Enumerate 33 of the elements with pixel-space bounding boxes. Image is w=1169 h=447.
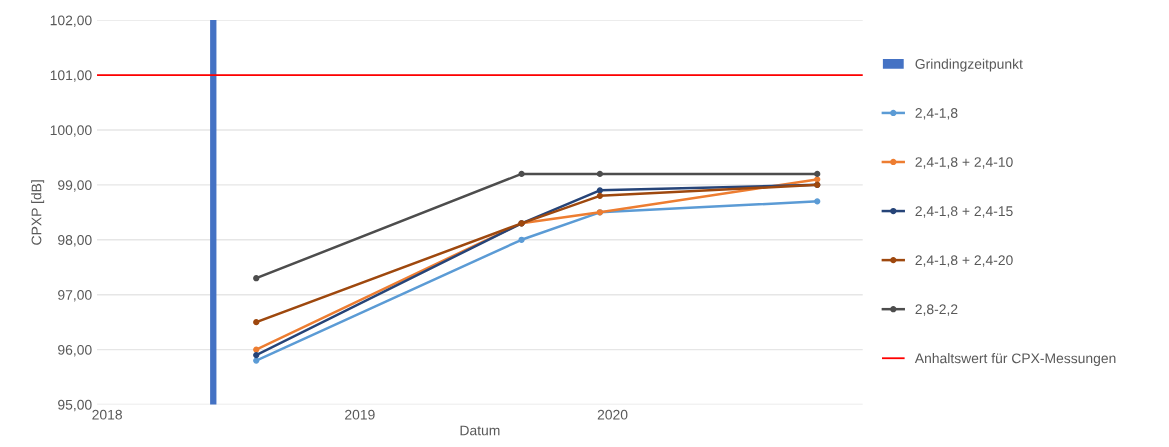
- point: [596, 192, 604, 199]
- point: [253, 357, 260, 364]
- legend-label: Anhaltswert für CPX-Messungen: [914, 353, 1116, 366]
- legend-label: 2,4-1,8 + 2,4-20: [915, 255, 1013, 267]
- x-tick-label: 2019: [345, 409, 375, 420]
- point: [814, 170, 821, 178]
- point: [253, 275, 260, 282]
- legend-label: Grindingzeitpunkt: [915, 58, 1023, 72]
- x-tick-label: 2018: [92, 409, 122, 420]
- y-tick-label: 98,00: [58, 235, 92, 247]
- x-tick-label: 2020: [597, 409, 628, 420]
- x-axis-title: Datum: [460, 425, 500, 436]
- legend-label: 2,8-2,2: [915, 304, 958, 316]
- point: [253, 346, 260, 353]
- y-tick-label: 101,00: [50, 70, 92, 82]
- y-tick-label: 99,00: [58, 180, 92, 192]
- legend-label: 2,4-1,8 + 2,4-10: [915, 157, 1013, 169]
- y-tick-label: 102,00: [50, 15, 92, 27]
- point: [814, 198, 821, 205]
- point: [596, 170, 604, 178]
- point: [814, 176, 821, 183]
- legend-label: 2,4-1,8 + 2,4-15: [915, 206, 1013, 218]
- y-tick-label: 95,00: [58, 399, 92, 412]
- y-axis-title: CPXP [dB]: [31, 180, 45, 245]
- point: [596, 187, 604, 194]
- point: [253, 351, 260, 359]
- y-tick-label: 97,00: [58, 290, 92, 302]
- y-tick-label: 96,00: [58, 344, 92, 357]
- point: [518, 236, 525, 243]
- legend-label: 2,4-1,8: [915, 108, 958, 120]
- y-tick-label: 100,00: [50, 125, 92, 137]
- point: [253, 319, 260, 326]
- point: [518, 170, 525, 178]
